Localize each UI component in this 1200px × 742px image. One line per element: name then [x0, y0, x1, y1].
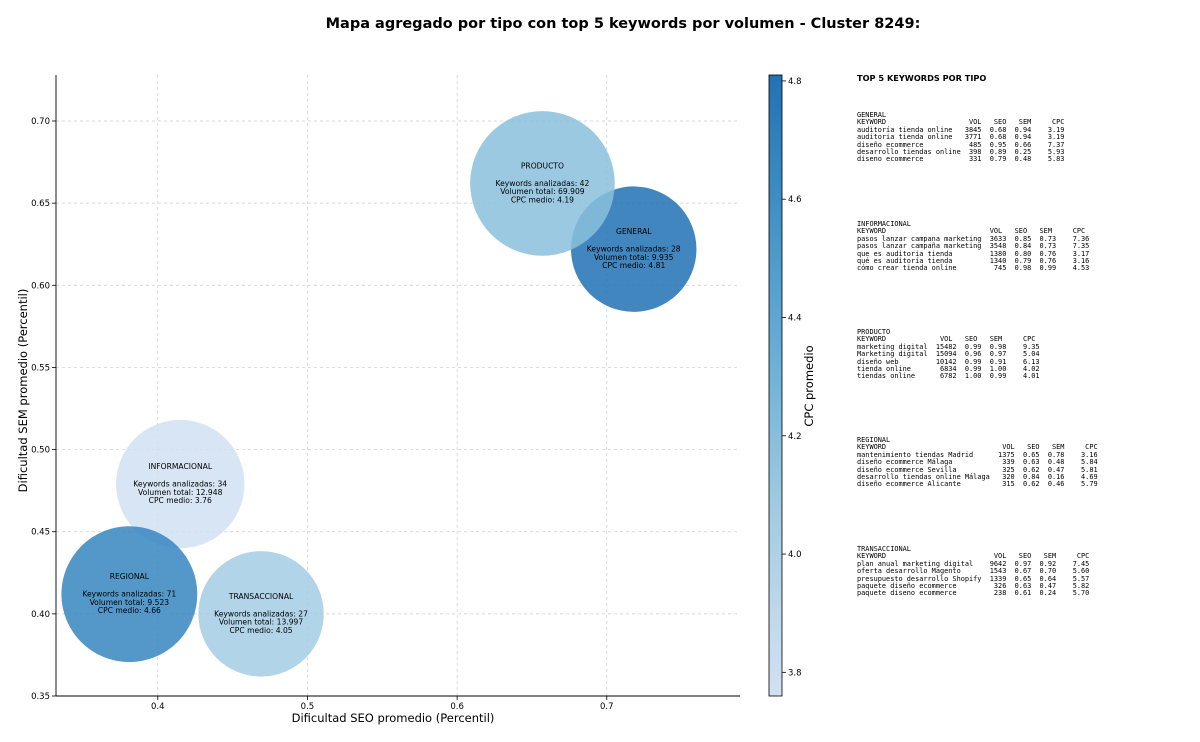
keyword-row: Marketing digital 15094 0.96 0.97 5.04: [857, 350, 1040, 359]
keyword-row: qué es auditoría tienda 1340 0.79 0.76 3…: [857, 257, 1090, 266]
keyword-group-name: REGIONAL: [857, 436, 891, 444]
bubble-producto: [470, 111, 615, 256]
keyword-table-header: KEYWORD VOL SEO SEM CPC: [857, 552, 1090, 561]
colorbar-tick-label: 4.0: [788, 550, 802, 560]
bubble-volume-label: Volumen total: 9.935: [594, 253, 674, 262]
x-axis-label: Dificultad SEO promedio (Percentil): [292, 711, 495, 725]
bubble-cpc-label: CPC medio: 4.81: [602, 261, 665, 270]
keyword-row: marketing digital 15482 0.99 0.98 9.35: [857, 342, 1040, 351]
keyword-group-name: TRANSACCIONAL: [857, 545, 911, 553]
keyword-row: paquete diseño ecommerce 326 0.63 0.47 5…: [857, 582, 1090, 591]
bubble-keywords-label: Keywords analizadas: 34: [133, 480, 227, 489]
keyword-row: pasos lanzar campana marketing 3633 0.85…: [857, 234, 1090, 243]
y-tick-label: 0.40: [31, 610, 50, 620]
bubble-keywords-label: Keywords analizadas: 27: [214, 609, 308, 618]
colorbar-tick-label: 4.4: [788, 313, 802, 323]
keyword-row: desarrollo tiendas online Málaga 320 0.8…: [857, 473, 1098, 482]
keyword-row: diseño ecommerce Alicante 315 0.62 0.46 …: [857, 480, 1098, 489]
keyword-row: pasos lanzar campaña marketing 3548 0.84…: [857, 242, 1090, 251]
bubble-regional: [61, 526, 198, 663]
x-tick-label: 0.6: [450, 702, 464, 712]
y-tick-label: 0.70: [31, 117, 50, 127]
bubble-name-label: PRODUCTO: [521, 161, 564, 170]
keyword-table-header: KEYWORD VOL SEO SEM CPC: [857, 335, 1036, 344]
side-panel-title: TOP 5 KEYWORDS POR TIPO: [857, 73, 987, 83]
colorbar-tick-label: 4.2: [788, 432, 802, 442]
bubble-volume-label: Volumen total: 9.523: [90, 598, 170, 607]
keyword-table-header: KEYWORD VOL SEO SEM CPC: [857, 443, 1098, 452]
keyword-row: oferta desarrollo Magento 1543 0.67 0.70…: [857, 567, 1090, 576]
keyword-row: diseño ecommerce Málaga 339 0.63 0.48 5.…: [857, 458, 1098, 467]
bubble-informacional: [116, 419, 245, 549]
y-tick-label: 0.45: [31, 528, 50, 538]
keyword-group-name: INFORMACIONAL: [857, 220, 911, 228]
keyword-row: auditoría tienda online 3845 0.68 0.94 3…: [857, 125, 1065, 134]
keyword-group-transaccional: TRANSACCIONAL KEYWORD VOL SEO SEM CPC plan…: [857, 545, 1090, 598]
bubble-cpc-label: CPC medio: 3.76: [149, 496, 212, 505]
x-tick-label: 0.7: [600, 702, 614, 712]
keyword-table-header: KEYWORD VOL SEO SEM CPC: [857, 118, 1065, 127]
keyword-group-name: PRODUCTO: [857, 328, 891, 336]
x-tick-label: 0.5: [301, 702, 315, 712]
y-tick-label: 0.35: [31, 692, 50, 702]
keyword-row: auditoria tienda online 3771 0.68 0.94 3…: [857, 133, 1065, 142]
bubble-keywords-label: Keywords analizadas: 28: [587, 245, 681, 254]
colorbar-tick-label: 3.8: [788, 668, 802, 678]
y-axis-label: Dificultad SEM promedio (Percentil): [16, 289, 30, 493]
bubble-keywords-label: Keywords analizadas: 42: [496, 179, 590, 188]
keyword-row: diseno ecommerce 331 0.79 0.48 5.83: [857, 155, 1065, 164]
colorbar-tick-label: 4.8: [788, 77, 802, 87]
keyword-row: plan anual marketing digital 9642 0.97 0…: [857, 559, 1090, 568]
top-keywords-panel: TOP 5 KEYWORDS POR TIPO GENERAL KEYWORD V…: [857, 73, 1197, 597]
bubble-transaccional: [198, 551, 324, 677]
keyword-row: diseño ecommerce Sevilla 325 0.62 0.47 5…: [857, 465, 1098, 474]
keyword-group-general: GENERAL KEYWORD VOL SEO SEM CPC auditoría …: [857, 111, 1065, 164]
keyword-row: desarrollo tiendas online 398 0.89 0.25 …: [857, 148, 1065, 157]
keyword-group-producto: PRODUCTO KEYWORD VOL SEO SEM CPC marketing…: [857, 328, 1040, 381]
colorbar-label: CPC promedio: [802, 345, 816, 426]
y-tick-label: 0.50: [31, 446, 50, 456]
bubble-volume-label: Volumen total: 69.909: [500, 187, 585, 196]
colorbar: [768, 74, 783, 697]
bubble-name-label: INFORMACIONAL: [148, 462, 213, 471]
bubble-volume-label: Volumen total: 12.948: [138, 488, 223, 497]
keyword-row: cómo crear tienda online 745 0.98 0.99 4…: [857, 264, 1090, 273]
x-tick-label: 0.4: [151, 702, 165, 712]
keyword-row: tienda online 6834 0.99 1.00 4.02: [857, 365, 1040, 374]
keyword-group-name: GENERAL: [857, 111, 887, 119]
keyword-row: paquete diseno ecommerce 238 0.61 0.24 5…: [857, 589, 1090, 598]
bubble-volume-label: Volumen total: 13.997: [219, 618, 304, 627]
keyword-row: presupuesto desarrollo Shopify 1339 0.65…: [857, 574, 1090, 583]
bubble-keywords-label: Keywords analizadas: 71: [82, 590, 176, 599]
bubble-cpc-label: CPC medio: 4.19: [511, 196, 574, 205]
keyword-group-regional: REGIONAL KEYWORD VOL SEO SEM CPC mantenimi…: [857, 436, 1098, 489]
bubble-cpc-label: CPC medio: 4.05: [229, 626, 292, 635]
keyword-row: tiendas online 6782 1.00 0.99 4.01: [857, 372, 1040, 381]
bubble-name-label: GENERAL: [616, 227, 652, 236]
y-tick-label: 0.55: [31, 363, 50, 373]
chart-title: Mapa agregado por tipo con top 5 keyword…: [325, 16, 921, 32]
axis-ticks: 0.4 0.5 0.6 0.7 0.35 0.40 0.45 0.50 0.55 0.60 0.65…: [31, 117, 613, 712]
keyword-table-header: KEYWORD VOL SEO SEM CPC: [857, 227, 1086, 236]
bubble-cpc-label: CPC medio: 4.66: [98, 606, 161, 615]
y-tick-label: 0.60: [31, 281, 50, 291]
bubbles: [61, 111, 697, 677]
bubble-name-label: REGIONAL: [110, 572, 150, 581]
keyword-row: mantenimiento tiendas Madrid 1375 0.65 0…: [857, 450, 1098, 459]
colorbar-tick-label: 4.6: [788, 195, 802, 205]
keyword-row: diseño ecommerce 485 0.95 0.66 7.37: [857, 140, 1065, 149]
keyword-row: que es auditoria tienda 1380 0.80 0.76 3…: [857, 249, 1090, 258]
bubble-name-label: TRANSACCIONAL: [228, 592, 294, 601]
keyword-row: diseño web 10142 0.99 0.91 6.13: [857, 357, 1040, 366]
keyword-group-informacional: INFORMACIONAL KEYWORD VOL SEO SEM CPC paso…: [857, 220, 1090, 273]
y-tick-label: 0.65: [31, 199, 50, 209]
